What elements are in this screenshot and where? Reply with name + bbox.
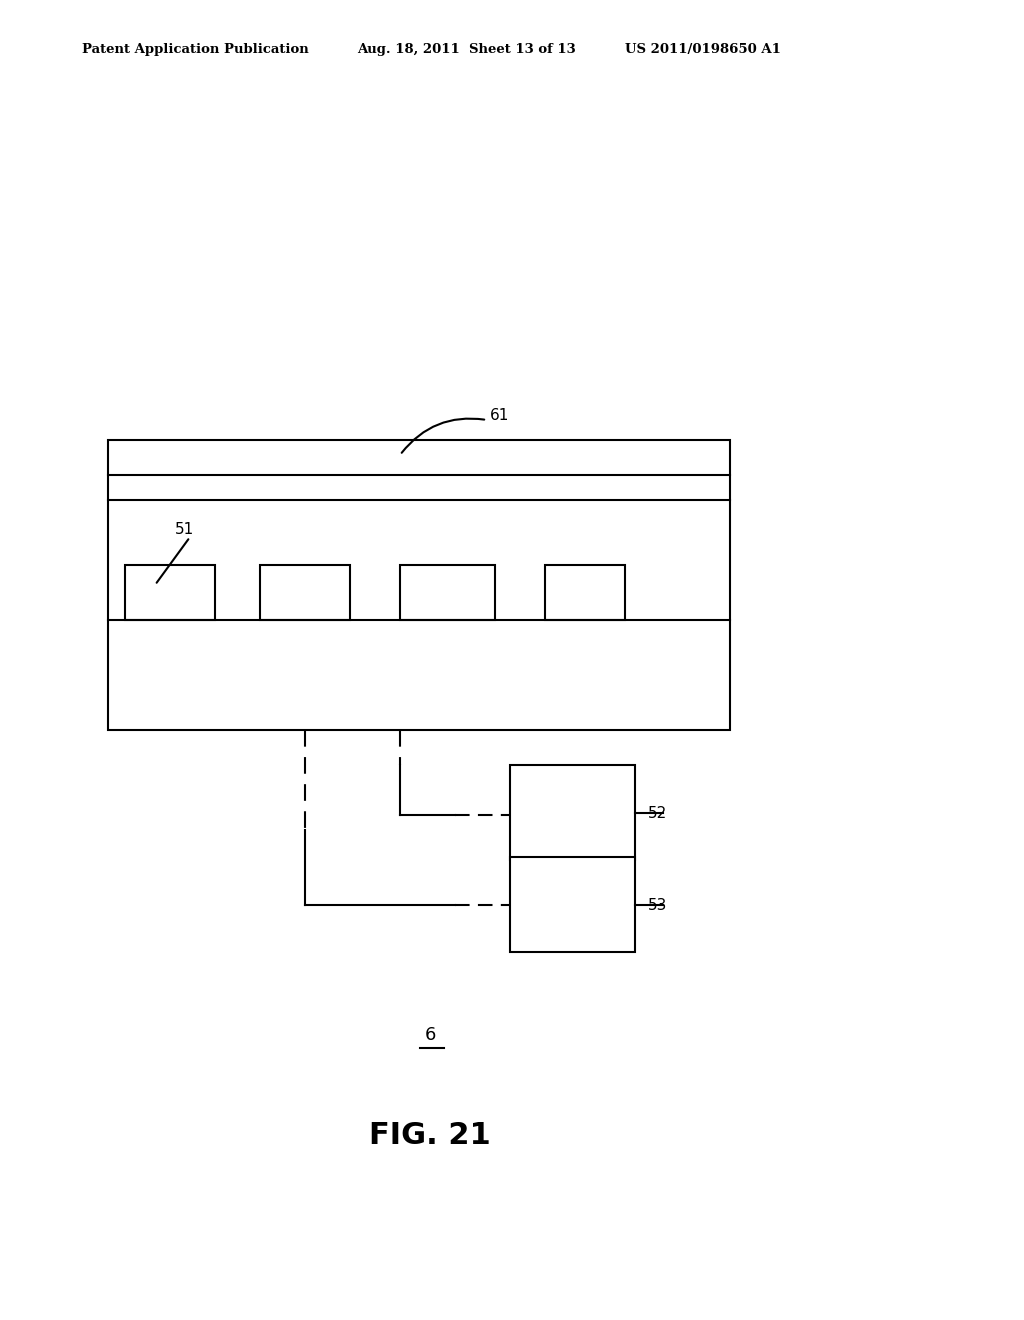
- Text: 52: 52: [648, 805, 668, 821]
- Text: 6: 6: [424, 1026, 435, 1044]
- Bar: [510, 766, 635, 861]
- Bar: [510, 857, 635, 952]
- Bar: [260, 565, 350, 620]
- Text: FIG. 21: FIG. 21: [369, 1121, 490, 1150]
- Bar: [545, 565, 625, 620]
- Text: 51: 51: [175, 523, 195, 537]
- Text: 61: 61: [490, 408, 509, 422]
- Bar: [125, 565, 215, 620]
- Bar: [400, 565, 495, 620]
- Text: US 2011/0198650 A1: US 2011/0198650 A1: [625, 44, 781, 57]
- Text: Patent Application Publication: Patent Application Publication: [82, 44, 309, 57]
- Bar: [108, 440, 730, 730]
- Text: Aug. 18, 2011  Sheet 13 of 13: Aug. 18, 2011 Sheet 13 of 13: [357, 44, 575, 57]
- Text: 53: 53: [648, 898, 668, 912]
